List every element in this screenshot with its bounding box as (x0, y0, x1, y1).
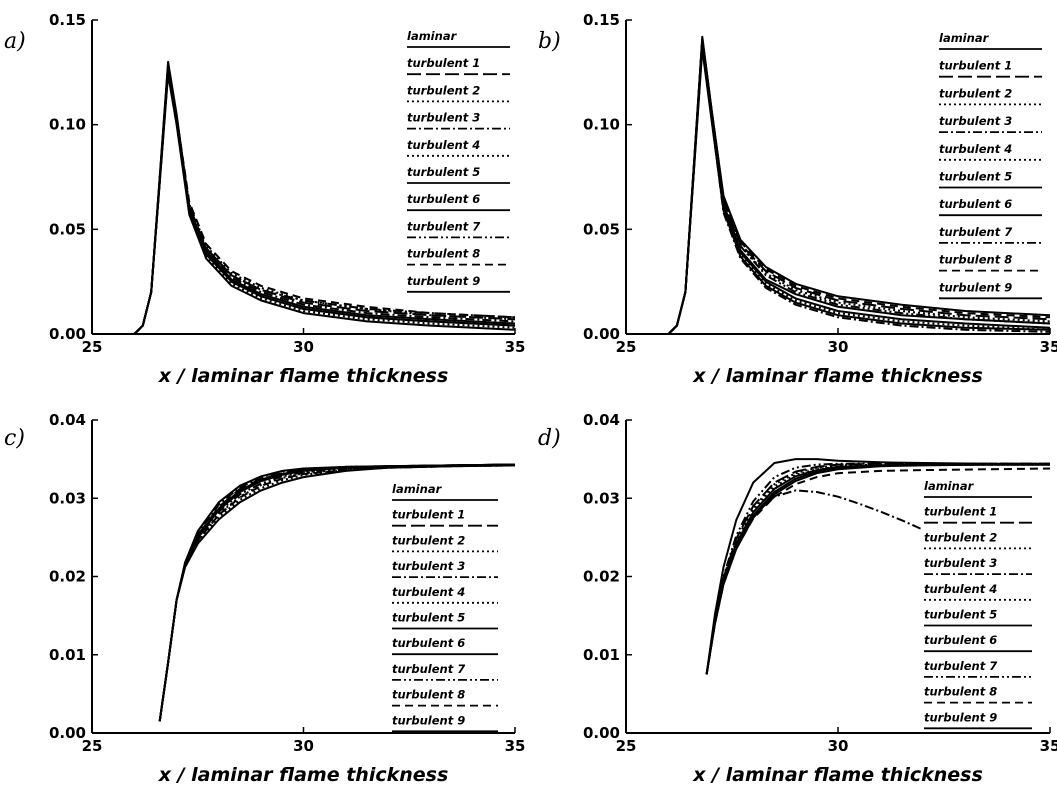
x-tick-label: 35 (505, 737, 526, 755)
x-tick-label: 35 (505, 338, 526, 356)
legend-label: turbulent 8 (924, 685, 997, 699)
x-tick-label: 30 (828, 338, 849, 356)
panel-label: c) (4, 426, 25, 451)
legend-label: turbulent 6 (407, 192, 480, 206)
panel-label: a) (4, 29, 26, 54)
x-tick-label: 25 (616, 737, 637, 755)
y-tick-label: 0.00 (583, 724, 620, 742)
series-line-turbulent-5 (705, 463, 1050, 675)
y-tick-label: 0.02 (49, 568, 86, 586)
legend-label: turbulent 7 (407, 219, 480, 233)
legend: laminar turbulent 1 turbulent 2 turbulent 3… (392, 482, 498, 733)
x-tick-label: 25 (82, 338, 103, 356)
legend-label: turbulent 4 (392, 585, 465, 599)
x-tick-label: 25 (82, 737, 103, 755)
legend-label: turbulent 6 (392, 636, 465, 650)
legend-label: turbulent 3 (392, 559, 465, 573)
y-tick-label: 0.02 (583, 568, 620, 586)
legend-label: turbulent 4 (924, 582, 997, 596)
legend-label: turbulent 1 (392, 508, 465, 522)
legend-label: turbulent 5 (407, 165, 480, 179)
x-tick-label: 30 (293, 338, 314, 356)
legend-label: turbulent 9 (407, 274, 480, 288)
x-tick-label: 30 (828, 737, 849, 755)
x-axis-label: x / laminar flame thickness (158, 365, 449, 387)
y-tick-label: 0.03 (583, 489, 620, 507)
series-line-turbulent-8 (158, 464, 516, 722)
legend-label: turbulent 7 (924, 659, 997, 673)
series-line-turbulent-6 (705, 458, 1050, 675)
x-axis-label: x / laminar flame thickness (692, 365, 983, 387)
legend-label: turbulent 9 (939, 280, 1012, 294)
series-line-turbulent-9 (667, 44, 1051, 335)
legend-label: turbulent 7 (392, 662, 465, 676)
legend-label: turbulent 8 (407, 247, 480, 261)
y-tick-label: 0.10 (583, 116, 620, 134)
y-tick-label: 0.01 (583, 646, 620, 664)
series-line-turbulent-7 (705, 462, 1050, 675)
chart-panel-a: 0.00 0.05 0.10 0.15 25 30 35 x / laminar flame … (4, 11, 525, 387)
legend-label: laminar (407, 29, 458, 43)
legend-label: turbulent 9 (924, 710, 997, 724)
legend-label: turbulent 2 (392, 533, 465, 547)
legend-label: turbulent 3 (924, 556, 997, 570)
y-tick-label: 0.05 (49, 220, 86, 238)
x-tick-label: 30 (293, 737, 314, 755)
chart-panel-b: 0.00 0.05 0.10 0.15 25 30 35 x / laminar flame … (538, 11, 1057, 387)
y-tick-label: 0.01 (49, 646, 86, 664)
legend-label: turbulent 8 (939, 253, 1012, 267)
y-tick-label: 0.05 (583, 220, 620, 238)
legend-label: turbulent 5 (939, 170, 1012, 184)
legend-label: turbulent 6 (924, 633, 997, 647)
y-tick-label: 0.10 (49, 116, 86, 134)
y-tick-label: 0.00 (49, 325, 86, 343)
x-axis-label: x / laminar flame thickness (692, 764, 983, 786)
legend-label: turbulent 2 (939, 86, 1012, 100)
chart-panel-c: 0.00 0.01 0.02 0.03 0.04 25 30 35 x / laminar fl… (4, 411, 525, 786)
legend-label: turbulent 1 (939, 59, 1012, 73)
legend-label: turbulent 8 (392, 688, 465, 702)
panel-label: d) (538, 426, 561, 451)
y-tick-label: 0.15 (583, 11, 620, 29)
series-line-turbulent-9 (158, 463, 516, 722)
legend-label: turbulent 5 (392, 611, 465, 625)
series-line-laminar (705, 463, 1050, 675)
legend-label: turbulent 5 (924, 608, 997, 622)
x-tick-label: 35 (1040, 737, 1057, 755)
series-line-turbulent-2 (705, 463, 1050, 675)
series-line-turbulent-9 (133, 69, 516, 335)
legend-label: turbulent 3 (407, 111, 480, 125)
panel-label: b) (538, 29, 561, 54)
y-tick-label: 0.00 (583, 325, 620, 343)
y-tick-label: 0.04 (583, 411, 620, 429)
legend-label: turbulent 9 (392, 713, 465, 727)
legend-label: turbulent 2 (407, 83, 480, 97)
legend-label: turbulent 2 (924, 530, 997, 544)
legend-label: laminar (939, 31, 990, 45)
legend-label: turbulent 6 (939, 197, 1012, 211)
legend-label: turbulent 3 (939, 114, 1012, 128)
y-tick-label: 0.15 (49, 11, 86, 29)
y-tick-label: 0.04 (49, 411, 86, 429)
legend: laminar turbulent 1 turbulent 2 turbulent 3… (939, 31, 1042, 300)
y-tick-label: 0.00 (49, 724, 86, 742)
legend-label: laminar (924, 479, 975, 493)
series-line-turbulent-9 (705, 463, 1050, 675)
y-tick-label: 0.03 (49, 489, 86, 507)
legend: laminar turbulent 1 turbulent 2 turbulent 3… (924, 479, 1032, 730)
x-axis-label: x / laminar flame thickness (158, 764, 449, 786)
legend-label: laminar (392, 482, 443, 496)
legend-label: turbulent 1 (924, 505, 997, 519)
series-line-turbulent-7 (133, 67, 516, 335)
x-tick-label: 35 (1040, 338, 1057, 356)
series-line-turbulent-3 (705, 489, 924, 675)
x-tick-label: 25 (616, 338, 637, 356)
chart-panel-d: 0.00 0.01 0.02 0.03 0.04 25 30 35 x / laminar fl… (538, 411, 1057, 786)
legend: laminar turbulent 1 turbulent 2 turbulent 3… (407, 29, 510, 293)
legend-label: turbulent 1 (407, 56, 480, 70)
legend-label: turbulent 7 (939, 225, 1012, 239)
legend-label: turbulent 4 (407, 138, 480, 152)
legend-label: turbulent 4 (939, 142, 1012, 156)
